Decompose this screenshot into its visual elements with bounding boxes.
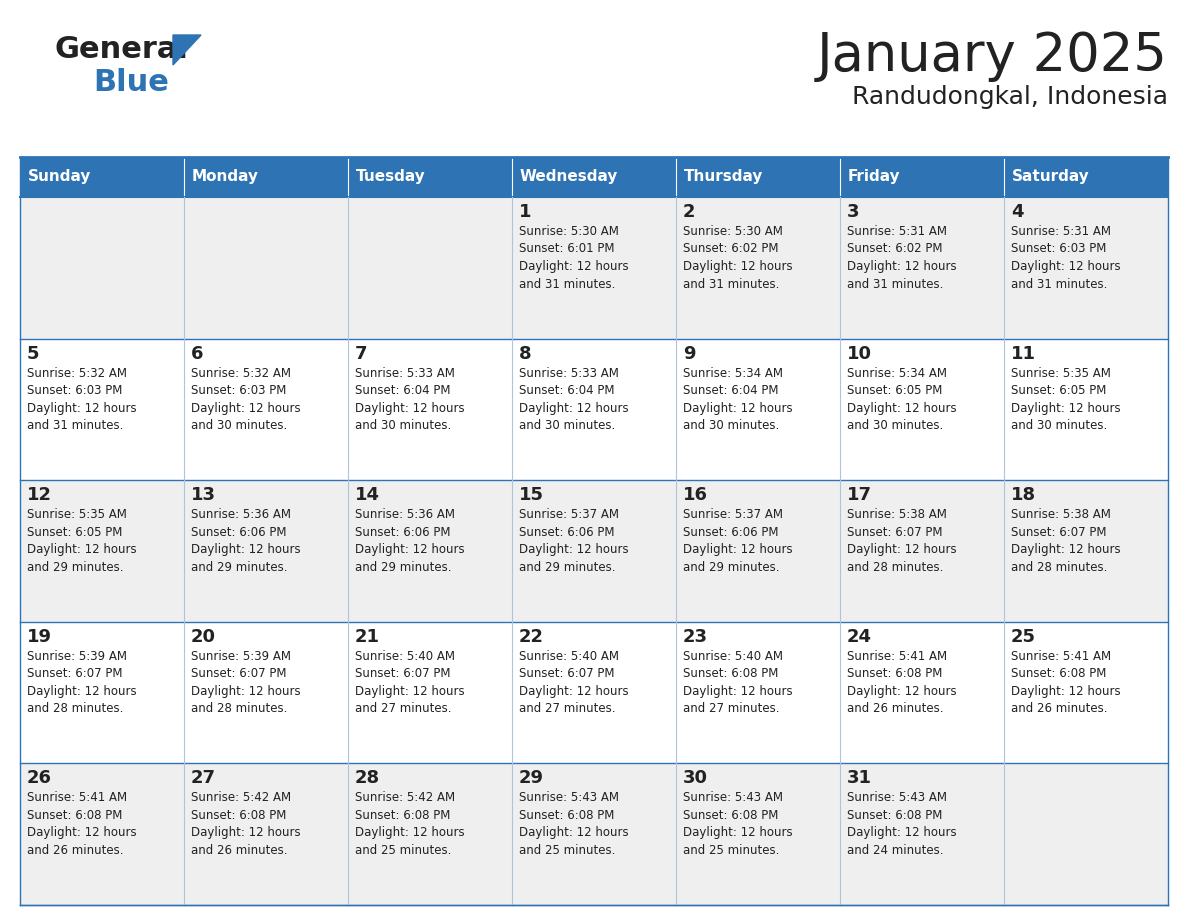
Bar — [20, 764, 1168, 905]
Text: 16: 16 — [683, 487, 708, 504]
Text: Sunrise: 5:36 AM
Sunset: 6:06 PM
Daylight: 12 hours
and 29 minutes.: Sunrise: 5:36 AM Sunset: 6:06 PM Dayligh… — [191, 509, 301, 574]
Text: Sunrise: 5:41 AM
Sunset: 6:08 PM
Daylight: 12 hours
and 26 minutes.: Sunrise: 5:41 AM Sunset: 6:08 PM Dayligh… — [27, 791, 137, 856]
Text: 30: 30 — [683, 769, 708, 788]
Polygon shape — [173, 35, 201, 65]
Bar — [20, 621, 1168, 764]
Text: Sunrise: 5:40 AM
Sunset: 6:07 PM
Daylight: 12 hours
and 27 minutes.: Sunrise: 5:40 AM Sunset: 6:07 PM Dayligh… — [355, 650, 465, 715]
Text: General: General — [55, 35, 189, 64]
Bar — [840, 157, 1004, 197]
Text: Thursday: Thursday — [684, 170, 764, 185]
Text: Sunrise: 5:32 AM
Sunset: 6:03 PM
Daylight: 12 hours
and 31 minutes.: Sunrise: 5:32 AM Sunset: 6:03 PM Dayligh… — [27, 366, 137, 432]
Text: Sunrise: 5:35 AM
Sunset: 6:05 PM
Daylight: 12 hours
and 29 minutes.: Sunrise: 5:35 AM Sunset: 6:05 PM Dayligh… — [27, 509, 137, 574]
Text: Sunday: Sunday — [29, 170, 91, 185]
Text: 31: 31 — [847, 769, 872, 788]
Text: 2: 2 — [683, 203, 695, 221]
Text: Friday: Friday — [848, 170, 901, 185]
Text: 13: 13 — [191, 487, 216, 504]
Text: 29: 29 — [519, 769, 544, 788]
Text: 19: 19 — [27, 628, 52, 645]
Bar — [184, 157, 348, 197]
Text: Sunrise: 5:30 AM
Sunset: 6:02 PM
Daylight: 12 hours
and 31 minutes.: Sunrise: 5:30 AM Sunset: 6:02 PM Dayligh… — [683, 225, 792, 290]
Text: Sunrise: 5:31 AM
Sunset: 6:02 PM
Daylight: 12 hours
and 31 minutes.: Sunrise: 5:31 AM Sunset: 6:02 PM Dayligh… — [847, 225, 956, 290]
Text: 12: 12 — [27, 487, 52, 504]
Text: Sunrise: 5:30 AM
Sunset: 6:01 PM
Daylight: 12 hours
and 31 minutes.: Sunrise: 5:30 AM Sunset: 6:01 PM Dayligh… — [519, 225, 628, 290]
Bar — [20, 339, 1168, 480]
Text: 26: 26 — [27, 769, 52, 788]
Bar — [512, 157, 676, 197]
Text: Sunrise: 5:33 AM
Sunset: 6:04 PM
Daylight: 12 hours
and 30 minutes.: Sunrise: 5:33 AM Sunset: 6:04 PM Dayligh… — [355, 366, 465, 432]
Text: Wednesday: Wednesday — [520, 170, 619, 185]
Text: 4: 4 — [1011, 203, 1024, 221]
Text: Sunrise: 5:43 AM
Sunset: 6:08 PM
Daylight: 12 hours
and 25 minutes.: Sunrise: 5:43 AM Sunset: 6:08 PM Dayligh… — [683, 791, 792, 856]
Text: Sunrise: 5:38 AM
Sunset: 6:07 PM
Daylight: 12 hours
and 28 minutes.: Sunrise: 5:38 AM Sunset: 6:07 PM Dayligh… — [847, 509, 956, 574]
Text: 11: 11 — [1011, 344, 1036, 363]
Bar — [20, 157, 184, 197]
Text: Sunrise: 5:34 AM
Sunset: 6:05 PM
Daylight: 12 hours
and 30 minutes.: Sunrise: 5:34 AM Sunset: 6:05 PM Dayligh… — [847, 366, 956, 432]
Bar — [348, 157, 512, 197]
Text: Sunrise: 5:43 AM
Sunset: 6:08 PM
Daylight: 12 hours
and 25 minutes.: Sunrise: 5:43 AM Sunset: 6:08 PM Dayligh… — [519, 791, 628, 856]
Text: 20: 20 — [191, 628, 216, 645]
Text: Sunrise: 5:43 AM
Sunset: 6:08 PM
Daylight: 12 hours
and 24 minutes.: Sunrise: 5:43 AM Sunset: 6:08 PM Dayligh… — [847, 791, 956, 856]
Text: Sunrise: 5:39 AM
Sunset: 6:07 PM
Daylight: 12 hours
and 28 minutes.: Sunrise: 5:39 AM Sunset: 6:07 PM Dayligh… — [191, 650, 301, 715]
Text: Sunrise: 5:41 AM
Sunset: 6:08 PM
Daylight: 12 hours
and 26 minutes.: Sunrise: 5:41 AM Sunset: 6:08 PM Dayligh… — [1011, 650, 1120, 715]
Text: 17: 17 — [847, 487, 872, 504]
Text: Sunrise: 5:37 AM
Sunset: 6:06 PM
Daylight: 12 hours
and 29 minutes.: Sunrise: 5:37 AM Sunset: 6:06 PM Dayligh… — [683, 509, 792, 574]
Text: 23: 23 — [683, 628, 708, 645]
Text: Sunrise: 5:38 AM
Sunset: 6:07 PM
Daylight: 12 hours
and 28 minutes.: Sunrise: 5:38 AM Sunset: 6:07 PM Dayligh… — [1011, 509, 1120, 574]
Text: Sunrise: 5:35 AM
Sunset: 6:05 PM
Daylight: 12 hours
and 30 minutes.: Sunrise: 5:35 AM Sunset: 6:05 PM Dayligh… — [1011, 366, 1120, 432]
Text: Tuesday: Tuesday — [356, 170, 425, 185]
Text: 18: 18 — [1011, 487, 1036, 504]
Bar — [20, 197, 1168, 339]
Text: Sunrise: 5:36 AM
Sunset: 6:06 PM
Daylight: 12 hours
and 29 minutes.: Sunrise: 5:36 AM Sunset: 6:06 PM Dayligh… — [355, 509, 465, 574]
Bar — [676, 157, 840, 197]
Text: 10: 10 — [847, 344, 872, 363]
Text: Monday: Monday — [192, 170, 259, 185]
Text: Sunrise: 5:31 AM
Sunset: 6:03 PM
Daylight: 12 hours
and 31 minutes.: Sunrise: 5:31 AM Sunset: 6:03 PM Dayligh… — [1011, 225, 1120, 290]
Text: 22: 22 — [519, 628, 544, 645]
Text: Sunrise: 5:32 AM
Sunset: 6:03 PM
Daylight: 12 hours
and 30 minutes.: Sunrise: 5:32 AM Sunset: 6:03 PM Dayligh… — [191, 366, 301, 432]
Text: Sunrise: 5:40 AM
Sunset: 6:08 PM
Daylight: 12 hours
and 27 minutes.: Sunrise: 5:40 AM Sunset: 6:08 PM Dayligh… — [683, 650, 792, 715]
Text: 5: 5 — [27, 344, 39, 363]
Text: 8: 8 — [519, 344, 531, 363]
Text: Sunrise: 5:41 AM
Sunset: 6:08 PM
Daylight: 12 hours
and 26 minutes.: Sunrise: 5:41 AM Sunset: 6:08 PM Dayligh… — [847, 650, 956, 715]
Text: Sunrise: 5:42 AM
Sunset: 6:08 PM
Daylight: 12 hours
and 25 minutes.: Sunrise: 5:42 AM Sunset: 6:08 PM Dayligh… — [355, 791, 465, 856]
Text: 27: 27 — [191, 769, 216, 788]
Text: Sunrise: 5:39 AM
Sunset: 6:07 PM
Daylight: 12 hours
and 28 minutes.: Sunrise: 5:39 AM Sunset: 6:07 PM Dayligh… — [27, 650, 137, 715]
Text: 21: 21 — [355, 628, 380, 645]
Text: Saturday: Saturday — [1012, 170, 1089, 185]
Text: Sunrise: 5:34 AM
Sunset: 6:04 PM
Daylight: 12 hours
and 30 minutes.: Sunrise: 5:34 AM Sunset: 6:04 PM Dayligh… — [683, 366, 792, 432]
Text: 24: 24 — [847, 628, 872, 645]
Bar — [20, 480, 1168, 621]
Text: 28: 28 — [355, 769, 380, 788]
Text: 9: 9 — [683, 344, 695, 363]
Text: 25: 25 — [1011, 628, 1036, 645]
Text: Sunrise: 5:40 AM
Sunset: 6:07 PM
Daylight: 12 hours
and 27 minutes.: Sunrise: 5:40 AM Sunset: 6:07 PM Dayligh… — [519, 650, 628, 715]
Text: Sunrise: 5:37 AM
Sunset: 6:06 PM
Daylight: 12 hours
and 29 minutes.: Sunrise: 5:37 AM Sunset: 6:06 PM Dayligh… — [519, 509, 628, 574]
Text: 15: 15 — [519, 487, 544, 504]
Text: 7: 7 — [355, 344, 367, 363]
Text: 6: 6 — [191, 344, 203, 363]
Text: Blue: Blue — [93, 68, 169, 97]
Text: Sunrise: 5:33 AM
Sunset: 6:04 PM
Daylight: 12 hours
and 30 minutes.: Sunrise: 5:33 AM Sunset: 6:04 PM Dayligh… — [519, 366, 628, 432]
Text: Sunrise: 5:42 AM
Sunset: 6:08 PM
Daylight: 12 hours
and 26 minutes.: Sunrise: 5:42 AM Sunset: 6:08 PM Dayligh… — [191, 791, 301, 856]
Bar — [1004, 157, 1168, 197]
Text: Randudongkal, Indonesia: Randudongkal, Indonesia — [852, 85, 1168, 109]
Text: 14: 14 — [355, 487, 380, 504]
Text: January 2025: January 2025 — [817, 30, 1168, 82]
Text: 1: 1 — [519, 203, 531, 221]
Text: 3: 3 — [847, 203, 859, 221]
